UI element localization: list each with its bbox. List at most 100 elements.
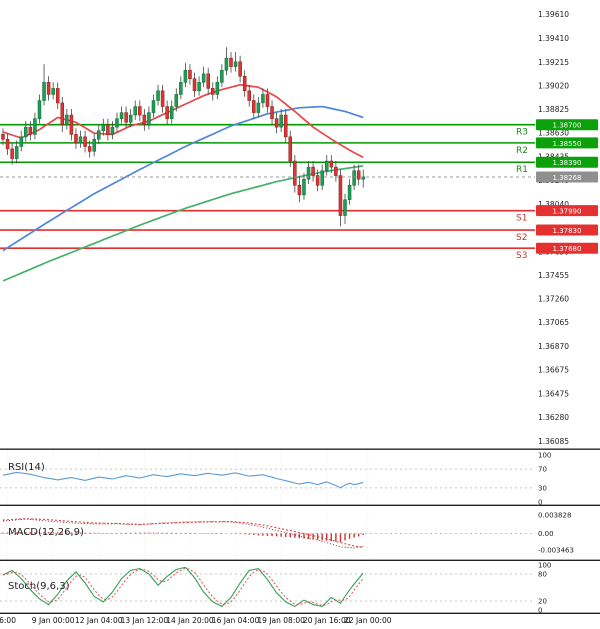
support-price-tag-bg	[536, 205, 598, 217]
stoch-d-line	[2, 567, 364, 607]
candle-body	[233, 61, 238, 67]
price-tick-label: 1.37065	[538, 318, 569, 327]
macd-axis-label: -0.003463	[538, 547, 574, 555]
support-price-tag-text: 1.37990	[553, 208, 582, 216]
price-chart-canvas[interactable]: R3 R2 R1 S1 S2 S3 1.39610 1.39410 1.39215 1.39020…	[0, 0, 600, 450]
candle-body	[74, 134, 78, 144]
support-price-tag-text: 1.37830	[553, 227, 582, 235]
candle-body	[329, 160, 334, 168]
stoch-axis-label: 80	[538, 571, 547, 579]
candle-body	[270, 106, 274, 119]
time-tick-label: 16 Jan 04:00	[211, 616, 260, 625]
rsi-line	[2, 471, 364, 489]
macd-axis-label: 0.00	[538, 530, 554, 538]
rsi-panel-canvas[interactable]: 100 70 30 0	[0, 450, 600, 506]
candle-body	[206, 73, 210, 89]
candle-body	[78, 136, 83, 144]
resistance-price-tag-bg	[536, 119, 598, 131]
candle-body	[110, 126, 115, 135]
candle-body	[133, 106, 137, 116]
candle-body	[274, 118, 279, 128]
price-tick-label: 1.39410	[538, 34, 569, 43]
rsi-axis-label: 100	[538, 452, 551, 460]
time-tick-label: 9 Jan 00:00	[31, 616, 75, 625]
candle-body	[201, 73, 206, 83]
candle-body	[179, 82, 183, 95]
time-tick-label: 22 Jan 00:00	[344, 616, 392, 625]
rsi-axis-label: 0	[538, 499, 542, 507]
candle-body	[138, 106, 142, 116]
candle-body	[279, 114, 283, 128]
candle-body	[60, 102, 65, 125]
candle-body	[325, 160, 329, 171]
price-tick-label: 1.36475	[538, 390, 569, 399]
candle-body	[265, 94, 270, 107]
candle-body	[156, 90, 160, 101]
candle-body	[87, 146, 92, 152]
rsi-axis-label: 70	[538, 466, 547, 474]
price-tick-label: 1.37455	[538, 271, 569, 280]
candle-body	[51, 88, 55, 95]
candle-body	[24, 126, 28, 138]
resistance-price-tag-bg	[536, 137, 598, 149]
candle-body	[315, 175, 320, 186]
time-tick-label: 13 Jan 12:00	[120, 616, 169, 625]
candle-body	[28, 126, 33, 135]
candle-body	[247, 90, 251, 101]
candle-body	[14, 146, 19, 159]
stoch-axis-label: 100	[538, 562, 551, 570]
candle-body	[229, 57, 233, 67]
candle-body	[42, 82, 46, 101]
price-tick-label: 1.38825	[538, 105, 569, 114]
price-tick-label: 1.38630	[538, 129, 569, 138]
candle-body	[343, 199, 347, 216]
resistance-price-tag-text: 1.38390	[553, 159, 582, 167]
time-tick-label: 20 Jan 16:00	[303, 616, 351, 625]
candle-body	[174, 94, 179, 107]
price-tick-label: 1.37260	[538, 295, 569, 304]
candle-body	[97, 130, 101, 140]
candle-body	[124, 112, 128, 123]
stoch-axis-label: 20	[538, 598, 547, 606]
time-tick-label: 12 Jan 04:00	[75, 616, 123, 625]
candle-body	[1, 134, 5, 140]
candle-body	[69, 114, 74, 135]
candle-body	[297, 185, 302, 196]
candle-body	[338, 175, 343, 216]
time-axis: 6:00 9 Jan 00:00 12 Jan 04:00 13 Jan 12:00 1…	[0, 614, 600, 629]
candle-body	[183, 69, 188, 83]
stoch-axis-label: 0	[538, 607, 542, 615]
macd-signal-line	[2, 518, 364, 548]
candle-body	[211, 88, 215, 95]
resistance-label: R3	[516, 128, 528, 138]
candle-body	[46, 82, 51, 95]
support-label: S2	[516, 233, 527, 243]
candle-body	[320, 170, 324, 186]
candle-body	[192, 78, 197, 92]
candle-body	[293, 160, 297, 186]
current-price-tag-text: 1.38268	[553, 174, 582, 182]
candle-body	[311, 166, 315, 176]
current-price-tag-bg	[536, 171, 598, 183]
ma-mid-blue	[2, 105, 364, 252]
candle-body	[37, 100, 42, 119]
candle-body	[119, 112, 124, 119]
resistance-label: R2	[516, 146, 528, 156]
candle-body	[283, 114, 288, 138]
price-tick-label: 1.39020	[538, 81, 569, 90]
candle-body	[215, 82, 220, 95]
candle-body	[261, 94, 265, 104]
price-tick-label: 1.39215	[538, 58, 569, 67]
macd-panel-canvas[interactable]: 0.003828 0.00 -0.003463	[0, 506, 600, 561]
ma-slow-green	[2, 165, 364, 282]
candle-body	[55, 88, 60, 104]
candle-body	[128, 114, 133, 123]
price-tick-label: 1.39610	[538, 10, 569, 19]
price-tick-label: 1.36675	[538, 365, 569, 374]
candle-body	[65, 114, 69, 125]
time-tick-label: 14 Jan 20:00	[166, 616, 214, 625]
rsi-axis-label: 30	[538, 484, 547, 492]
candle-body	[188, 69, 192, 79]
support-label: S3	[516, 251, 527, 261]
